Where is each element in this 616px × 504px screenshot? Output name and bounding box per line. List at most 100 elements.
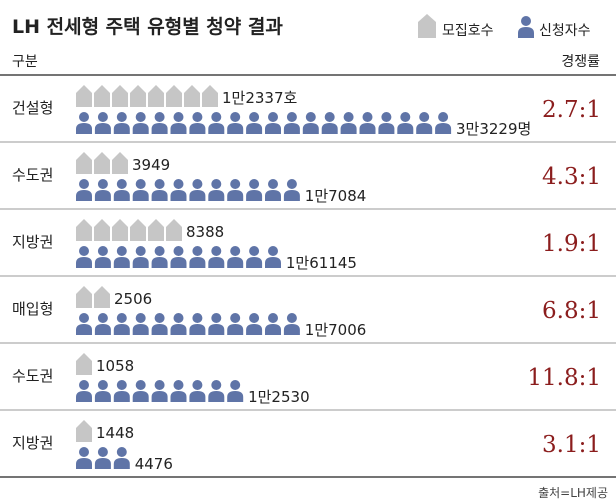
legend-person-icon (518, 16, 534, 38)
house-icon (202, 85, 218, 107)
person-icon (189, 380, 206, 402)
house-icon (148, 85, 164, 107)
person-icon (76, 447, 92, 469)
person-icon (151, 112, 168, 134)
person-icon (94, 313, 111, 335)
ratio-value: 6.8:1 (542, 298, 601, 324)
house-icon (94, 219, 110, 241)
person-icon (113, 380, 130, 402)
house-icon (76, 85, 92, 107)
person-icon (151, 380, 168, 402)
table-row: 수도권 3949 1만7084 4.3:1 (0, 141, 616, 205)
person-icon (227, 246, 244, 268)
header-ratio: 경쟁률 (561, 54, 600, 70)
person-icon (94, 380, 111, 402)
units-label: 1만2337호 (222, 89, 298, 107)
person-icon (246, 112, 263, 134)
person-icon (132, 179, 149, 201)
house-icon (166, 219, 182, 241)
applicants-label: 1만2530 (248, 388, 310, 406)
house-icon (76, 152, 92, 174)
row-category: 수도권 (12, 166, 53, 184)
header-category: 구분 (12, 54, 38, 70)
row-category: 지방권 (12, 434, 53, 452)
person-icon (132, 246, 149, 268)
person-icon (283, 313, 300, 335)
person-icon (113, 447, 130, 469)
house-icon (112, 219, 128, 241)
person-icon (416, 112, 433, 134)
house-icon (76, 353, 92, 375)
legend-applicants-label: 신청자수 (539, 23, 591, 39)
person-icon (265, 112, 281, 134)
house-icon (148, 219, 164, 241)
person-icon (170, 380, 187, 402)
person-icon (359, 112, 376, 134)
ratio-value: 3.1:1 (542, 432, 601, 458)
ratio-value: 4.3:1 (542, 164, 601, 190)
house-icon (130, 219, 146, 241)
table-row: 건설형 1만2337호 3만3229명 2.7:1 (12, 85, 601, 138)
person-icon (302, 112, 319, 134)
person-icon (132, 112, 149, 134)
person-icon (132, 313, 149, 335)
person-icon (189, 313, 206, 335)
chart-title: LH 전세형 주택 유형별 청약 결과 (12, 16, 283, 38)
person-icon (76, 313, 92, 335)
person-icon (283, 112, 300, 134)
person-icon (113, 179, 130, 201)
person-icon (227, 313, 244, 335)
person-icon (151, 179, 168, 201)
person-icon (208, 313, 225, 335)
person-icon (94, 179, 111, 201)
person-icon (378, 112, 395, 134)
house-icon (76, 219, 92, 241)
person-icon (189, 246, 206, 268)
legend-units-label: 모집호수 (442, 23, 494, 39)
person-icon (94, 246, 111, 268)
person-icon (94, 447, 111, 469)
person-icon (265, 246, 281, 268)
house-icon (76, 420, 92, 442)
person-icon (132, 380, 149, 402)
row-category: 매입형 (12, 300, 53, 318)
table-row: 수도권 1058 1만2530 11.8:1 (0, 342, 616, 406)
table-row: 지방권 8388 1만61145 1.9:1 (0, 208, 616, 272)
person-icon (208, 380, 225, 402)
person-icon (208, 112, 225, 134)
units-label: 1058 (96, 357, 134, 375)
house-icon (112, 85, 128, 107)
person-icon (113, 313, 130, 335)
person-icon (94, 112, 111, 134)
legend: 모집호수 신청자수 (418, 14, 591, 39)
ratio-value: 2.7:1 (542, 97, 601, 123)
person-icon (151, 313, 168, 335)
person-icon (208, 246, 225, 268)
units-label: 2506 (114, 290, 152, 308)
person-icon (208, 179, 225, 201)
units-label: 1448 (96, 424, 134, 442)
person-icon (76, 179, 92, 201)
person-icon (113, 112, 130, 134)
applicants-label: 3만3229명 (456, 120, 531, 138)
person-icon (435, 112, 452, 134)
house-icon (94, 286, 110, 308)
house-icon (94, 152, 110, 174)
applicants-label: 1만7084 (305, 187, 367, 205)
person-icon (265, 179, 281, 201)
house-icon (112, 152, 128, 174)
person-icon (397, 112, 414, 134)
person-icon (170, 112, 187, 134)
house-icon (130, 85, 146, 107)
person-icon (265, 313, 281, 335)
house-icon (94, 85, 110, 107)
person-icon (340, 112, 357, 134)
person-icon (321, 112, 338, 134)
person-icon (170, 179, 187, 201)
person-icon (76, 112, 92, 134)
applicants-label: 1만7006 (305, 321, 367, 339)
row-category: 수도권 (12, 367, 53, 385)
person-icon (246, 179, 263, 201)
